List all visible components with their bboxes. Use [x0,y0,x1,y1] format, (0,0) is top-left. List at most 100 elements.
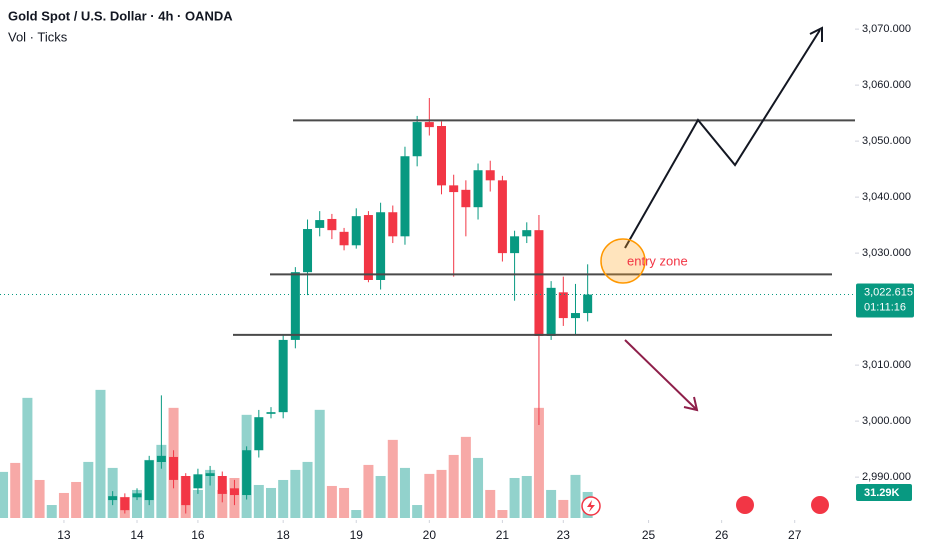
candle-body [315,220,325,228]
volume-bar [546,489,557,518]
candle-body [473,170,483,208]
volume-bar [509,477,520,518]
candle-body [156,455,166,462]
volume-bar [448,454,459,518]
candle-body [424,122,434,128]
volume-bar [192,489,203,518]
x-tick-label: 21 [496,528,510,542]
candle-body [254,417,264,451]
volume-bar [290,469,301,518]
candle-body [205,473,215,476]
candle-body [497,180,507,254]
volume-bar [46,505,57,518]
y-tick-label: 3,010.000 [862,359,911,371]
lightning [587,500,595,512]
price-label: 3,022.615 [864,286,913,298]
candle-body [351,216,361,246]
chart-title: Gold Spot / U.S. Dollar · 4h · OANDA [8,8,233,23]
entry-circle [600,238,646,284]
volume-bar [412,505,423,518]
volume-bar [351,510,362,518]
price-box [856,283,914,318]
volume-bar [10,462,21,518]
volume-bar [533,407,544,518]
candle-body [522,230,532,237]
candle-body [327,218,337,231]
volume-bar [34,479,45,518]
volume-bar [0,471,9,518]
candle-body [558,292,568,319]
candle-body [510,236,520,254]
volume-label-box [856,483,912,501]
us-flag-icon[interactable] [809,494,831,516]
projection-path [624,29,821,249]
x-tick-label: 27 [788,528,802,542]
candle-body [278,339,288,413]
volume-bar [253,484,264,518]
arrow-head [809,26,823,42]
x-tick-label: 16 [191,528,205,542]
plot [0,98,855,518]
y-tick-label: 3,030.000 [862,247,911,259]
volume-bar [22,397,33,518]
x-tick-label: 19 [350,528,364,542]
candle-body [363,215,373,280]
candle-body [534,230,544,336]
x-tick-label: 23 [557,528,571,542]
y-tick-label: 3,050.000 [862,135,911,147]
volume-label: 31.29K [864,487,900,499]
volume-bar [473,457,484,518]
candle-body [339,231,349,246]
volume-bar [399,467,410,518]
candle-body [461,189,471,208]
candle-body [412,122,422,157]
candle-body [181,476,191,506]
candle-body [108,496,118,501]
countdown: 01:11:16 [864,301,906,313]
volume-bar [132,489,143,518]
volume-bar [558,499,569,518]
volume-bar [326,485,337,518]
x-tick-label: 26 [715,528,729,542]
volume-bar [436,469,447,518]
x-tick-label: 20 [423,528,437,542]
candle-body [193,474,203,489]
annotation: entry zone [627,253,688,268]
volume-bar [205,469,216,518]
candle-body [266,412,276,414]
volume-bar [424,473,435,518]
y-tick-label: 3,000.000 [862,415,911,427]
volume-bar [58,492,69,518]
volume-bar [278,479,289,518]
y-tick-label: 2,990.000 [862,471,911,483]
us-flag-icon[interactable] [734,494,756,516]
volume-bar [485,489,496,518]
x-tick-label: 25 [642,528,656,542]
candle-body [144,460,154,501]
down-arrow [624,339,698,411]
volume-bar [217,489,228,518]
candle-body [229,488,239,496]
candle-body [570,313,580,319]
volume-bar [83,461,94,518]
y-tick-label: 3,060.000 [862,79,911,91]
candle-body [290,272,300,340]
candle-body [376,212,386,280]
volume-bar [302,461,313,518]
volume-bar [156,444,167,518]
x-tick-label: 18 [276,528,290,542]
candle-body [120,497,130,511]
candle-body [132,493,142,498]
y-tick-label: 3,070.000 [862,23,911,35]
arrow-head [683,396,699,412]
volume-bar [497,510,508,518]
candle-body [303,229,313,273]
volume-bar [363,464,374,518]
candle-body [217,476,227,494]
candle-body [449,185,459,193]
candle-body [437,126,447,186]
subtitle: Vol · Ticks [8,29,68,44]
candle-body [485,170,495,181]
volume-bar [95,389,106,518]
